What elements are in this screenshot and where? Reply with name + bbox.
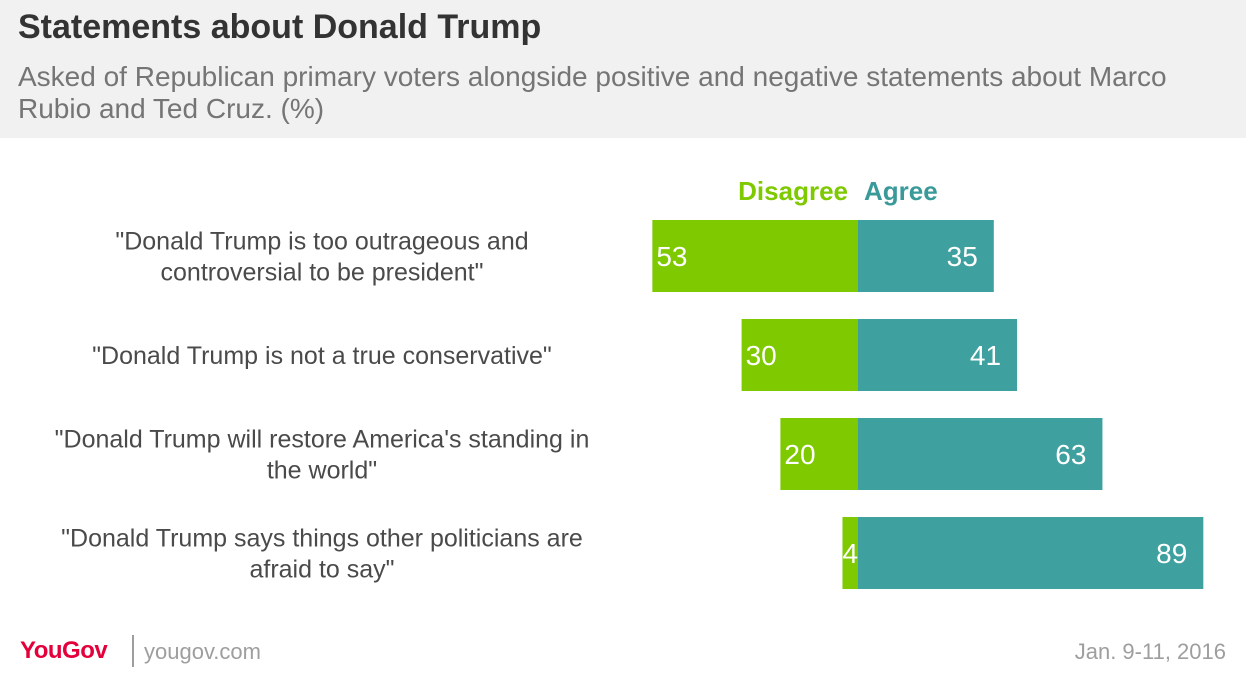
bar-disagree (741, 319, 858, 391)
footer-site-link[interactable]: yougov.com (144, 639, 261, 664)
footer-divider (132, 635, 134, 667)
value-label-agree: 63 (1055, 439, 1086, 470)
yougov-logo: YouGov (20, 637, 108, 664)
page-subtitle: Asked of Republican primary voters along… (18, 61, 1167, 124)
bar-agree (858, 517, 1204, 589)
value-label-agree: 89 (1156, 538, 1187, 569)
header: Statements about Donald Trump Asked of R… (0, 0, 1246, 138)
category-label: "Donald Trump is not a true conservative… (92, 342, 552, 370)
legend-disagree: Disagree (738, 176, 848, 206)
category-label: "Donald Trump will restore America's sta… (55, 426, 590, 454)
category-label: "Donald Trump is too outrageous and (115, 228, 528, 256)
category-label: "Donald Trump says things other politici… (61, 525, 583, 553)
bar-disagree (652, 220, 858, 292)
survey-date: Jan. 9-11, 2016 (1074, 639, 1226, 664)
category-label: controversial to be president" (161, 259, 484, 287)
category-label: afraid to say" (249, 556, 394, 584)
category-label: the world" (267, 457, 377, 485)
page-title: Statements about Donald Trump (18, 8, 542, 46)
value-label-disagree: 30 (746, 340, 777, 371)
bar-disagree (842, 517, 858, 589)
value-label-disagree: 53 (656, 241, 687, 272)
value-label-disagree: 20 (784, 439, 815, 470)
value-label-disagree: 4 (842, 538, 858, 569)
value-label-agree: 41 (970, 340, 1001, 371)
value-label-agree: 35 (947, 241, 978, 272)
legend-agree: Agree (864, 176, 938, 206)
bar-agree (858, 319, 1018, 391)
bar-agree (858, 418, 1103, 490)
bar-agree (858, 220, 994, 292)
bar-disagree (780, 418, 858, 490)
